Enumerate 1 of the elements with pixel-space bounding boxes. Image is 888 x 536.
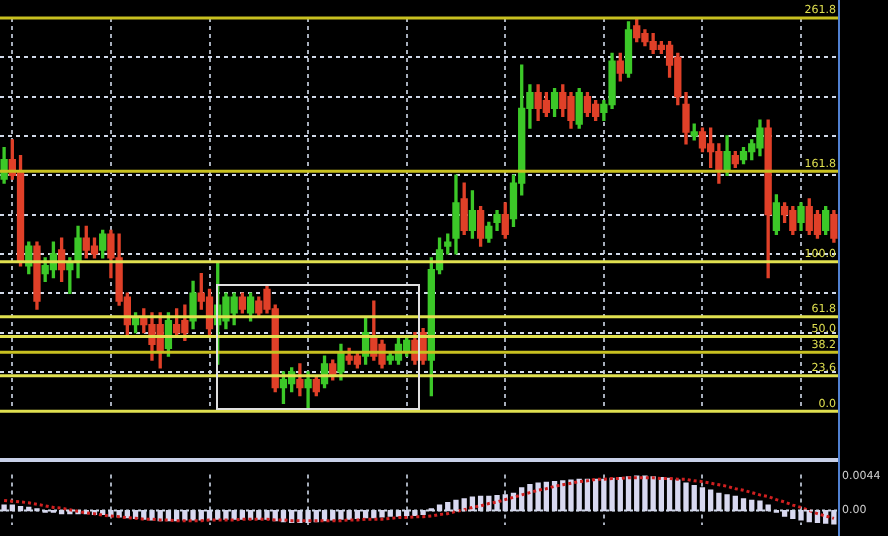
line-series xyxy=(2,476,836,523)
